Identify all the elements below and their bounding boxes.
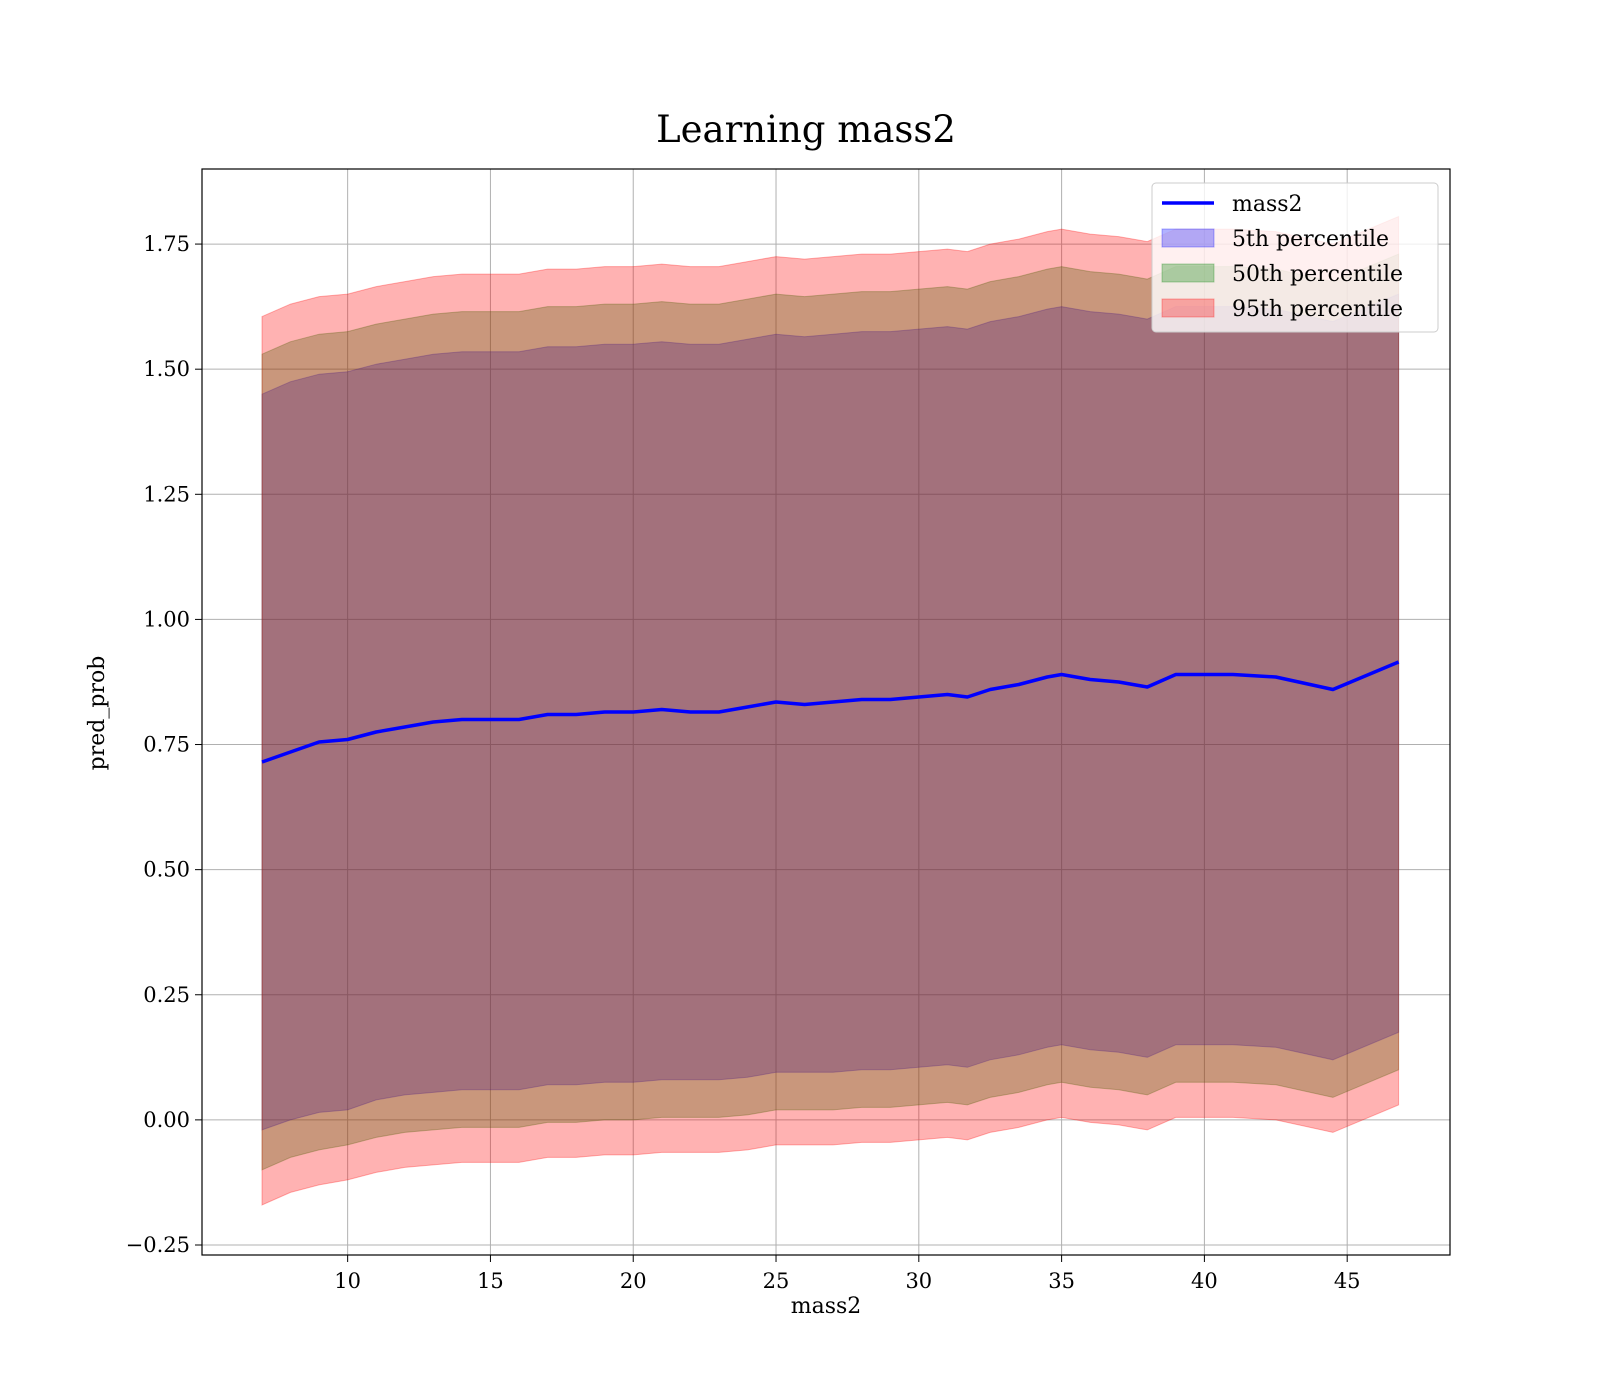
y-tick-label: 0.25 [143, 983, 190, 1007]
legend: mass2 5th percentile 50th percentile 95th p… [1151, 182, 1439, 333]
x-axis: 10 15 20 25 30 35 40 45 [334, 1255, 1361, 1293]
y-tick-label: 0.50 [143, 858, 190, 882]
x-tick-label: 25 [763, 1269, 790, 1293]
y-axis: −0.25 0.00 0.25 0.50 0.75 1.00 1.25 1.50 1.75 [126, 232, 202, 1257]
chart-title: Learning mass2 [656, 108, 956, 151]
x-tick-label: 20 [620, 1269, 647, 1293]
y-tick-label: 0.00 [143, 1108, 190, 1132]
x-tick-label: 35 [1048, 1269, 1075, 1293]
legend-label: 5th percentile [1232, 227, 1389, 252]
y-tick-label: 1.75 [143, 232, 190, 256]
y-tick-label: 1.00 [143, 607, 190, 631]
bands [261, 215, 1400, 1206]
x-axis-title: mass2 [791, 1294, 862, 1319]
y-axis-title: pred_prob [85, 656, 110, 771]
legend-label: mass2 [1232, 192, 1303, 217]
band-95th-percentile [261, 215, 1400, 1206]
y-tick-label: 0.75 [143, 733, 190, 757]
band-50th-percentile [261, 253, 1400, 1171]
series-line-mass2 [261, 660, 1400, 764]
y-tick-label: 1.25 [143, 482, 190, 506]
grid [202, 169, 1450, 1255]
legend-swatch [1161, 228, 1215, 248]
y-tick-label: −0.25 [126, 1233, 190, 1257]
x-tick-label: 15 [477, 1269, 504, 1293]
series-lines [261, 660, 1400, 764]
x-tick-label: 45 [1334, 1269, 1361, 1293]
y-tick-label: 1.50 [143, 357, 190, 381]
legend-box [1151, 182, 1439, 333]
x-tick-label: 40 [1191, 1269, 1218, 1293]
band-5th-percentile [261, 293, 1400, 1131]
x-tick-label: 30 [905, 1269, 932, 1293]
x-tick-label: 10 [334, 1269, 361, 1293]
legend-swatch [1161, 263, 1215, 283]
legend-label: 95th percentile [1232, 297, 1403, 322]
plot-frame [201, 168, 1451, 1256]
legend-swatch [1161, 298, 1215, 318]
legend-label: 50th percentile [1232, 262, 1403, 287]
